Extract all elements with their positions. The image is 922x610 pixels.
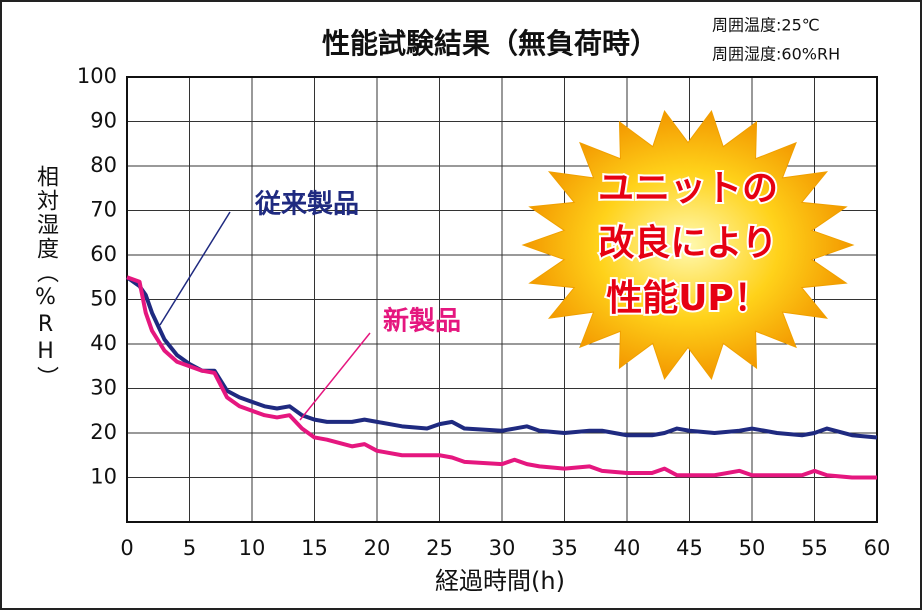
- y-tick-label: 70: [90, 198, 117, 222]
- y-tick-label: 90: [90, 109, 117, 133]
- callout-line: 性能UP！: [606, 278, 770, 319]
- chart-title: 性能試験結果（無負荷時）: [322, 27, 658, 60]
- x-tick-label: 45: [676, 536, 703, 560]
- x-tick-label: 40: [614, 536, 641, 560]
- callout-line: ユニットの: [598, 168, 778, 209]
- callout: ユニットの 改良により 性能UP！: [598, 168, 778, 319]
- x-axis-label: 経過時間(h): [435, 567, 565, 595]
- x-tick-label: 55: [801, 536, 828, 560]
- y-tick-label: 100: [77, 64, 117, 88]
- condition-note: 周囲湿度:60%RH: [712, 45, 840, 64]
- x-tick-label: 60: [864, 536, 891, 560]
- y-tick-label: 80: [90, 153, 117, 177]
- x-tick-label: 15: [301, 536, 328, 560]
- y-axis-label: 相対湿度（%RH）: [33, 165, 59, 390]
- y-tick-label: 30: [90, 376, 117, 400]
- x-tick-label: 50: [739, 536, 766, 560]
- x-tick-label: 20: [364, 536, 391, 560]
- x-tick-label: 35: [551, 536, 578, 560]
- x-tick-label: 25: [426, 536, 453, 560]
- y-tick-label: 50: [90, 287, 117, 311]
- page: 性能試験結果（無負荷時） 周囲温度:25℃ 周囲湿度:60%RH 相対湿度（%R…: [0, 0, 922, 610]
- x-tick-label: 0: [120, 536, 133, 560]
- x-tick-label: 10: [239, 536, 266, 560]
- y-tick-label: 10: [90, 465, 117, 489]
- x-tick-label: 5: [183, 536, 196, 560]
- callout-line: 改良により: [598, 223, 777, 264]
- y-tick-label: 20: [90, 420, 117, 444]
- condition-note: 周囲温度:25℃: [712, 16, 820, 35]
- chart: 性能試験結果（無負荷時） 周囲温度:25℃ 周囲湿度:60%RH 相対湿度（%R…: [0, 0, 922, 610]
- series-label: 新製品: [383, 306, 461, 337]
- x-tick-label: 30: [489, 536, 516, 560]
- y-tick-label: 60: [90, 242, 117, 266]
- y-tick-label: 40: [90, 331, 117, 355]
- series-label: 従来製品: [254, 190, 359, 220]
